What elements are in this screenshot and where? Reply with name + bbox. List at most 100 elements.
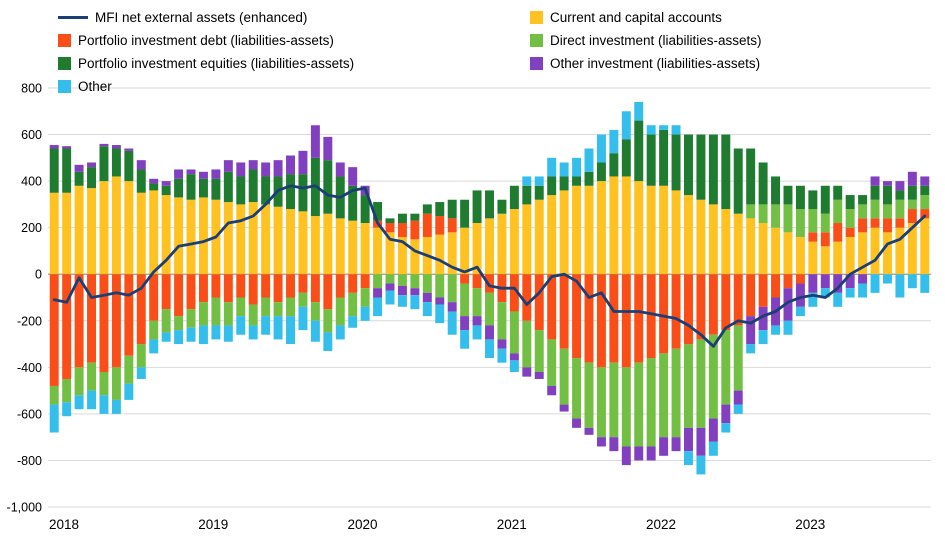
bar-segment-di xyxy=(646,358,656,447)
bar-segment-di xyxy=(472,288,482,317)
bar-segment-pid xyxy=(671,274,681,349)
bar-segment-other xyxy=(223,325,233,342)
bar-segment-di xyxy=(385,274,395,284)
bar-segment-oi xyxy=(74,164,84,172)
bar-segment-pie xyxy=(136,169,146,193)
bar-segment-oi xyxy=(758,306,768,331)
bar-segment-cca xyxy=(62,192,72,275)
bar-segment-pid xyxy=(559,274,569,349)
bar-segment-pid xyxy=(783,274,793,289)
bar-segment-other xyxy=(422,302,432,317)
bar-segment-cca xyxy=(447,232,457,275)
bar-segment-other xyxy=(746,344,756,354)
bar-segment-oi xyxy=(447,302,457,312)
bar-segment-pie xyxy=(895,190,905,200)
bar-segment-cca xyxy=(609,176,619,275)
bar-segment-pie xyxy=(596,162,606,182)
bar-segment-di xyxy=(273,302,283,317)
bar-segment-di xyxy=(684,344,693,428)
bar-segment-oi xyxy=(261,162,271,177)
bar-segment-other xyxy=(795,306,805,317)
bar-segment-pie xyxy=(671,134,681,191)
bar-segment-oi xyxy=(882,181,892,186)
bar-segment-cca xyxy=(310,216,320,275)
bar-segment-pid xyxy=(460,274,470,284)
legend-box-swatch-icon xyxy=(58,80,71,93)
legend-label: Other investment (liabilities-assets) xyxy=(550,56,761,71)
legend-box-swatch-icon xyxy=(530,11,543,24)
bar-segment-di xyxy=(447,274,457,303)
bar-segment-cca xyxy=(845,236,855,275)
bar-segment-pid xyxy=(920,209,930,219)
bar-segment-pie xyxy=(435,202,445,217)
bar-segment-di xyxy=(149,320,159,340)
bar-segment-pid xyxy=(99,274,109,372)
bar-segment-other xyxy=(783,320,793,335)
bar-segment-other xyxy=(174,330,184,345)
bar-segment-pie xyxy=(348,185,358,221)
bar-segment-oi xyxy=(286,155,295,175)
bar-segment-di xyxy=(882,204,892,219)
bar-segment-pie xyxy=(572,176,582,186)
bar-segment-oi xyxy=(111,145,121,149)
bar-segment-cca xyxy=(149,190,159,275)
bar-segment-oi xyxy=(397,285,407,296)
bar-segment-other xyxy=(671,125,681,135)
bar-segment-cca xyxy=(335,218,345,275)
bar-segment-di xyxy=(460,283,470,317)
bar-segment-pid xyxy=(74,274,84,368)
bar-segment-oi xyxy=(659,437,669,456)
bar-segment-oi xyxy=(522,367,532,377)
bar-segment-pid xyxy=(858,218,868,233)
bar-segment-di xyxy=(111,367,121,400)
bar-segment-other xyxy=(161,332,171,342)
bar-segment-cca xyxy=(522,204,532,275)
bar-segment-pid xyxy=(733,274,743,326)
bar-segment-pie xyxy=(373,202,383,221)
bar-segment-di xyxy=(534,330,544,372)
bar-segment-cca xyxy=(833,241,843,275)
bar-segment-other xyxy=(634,101,644,121)
bar-segment-other xyxy=(74,395,84,410)
bar-segment-pie xyxy=(323,160,333,214)
bar-segment-oi xyxy=(323,136,333,161)
bar-segment-di xyxy=(248,304,258,326)
bar-segment-pie xyxy=(186,174,196,200)
bar-segment-other xyxy=(198,325,208,345)
bar-segment-oi xyxy=(783,288,793,321)
bar-segment-di xyxy=(845,209,855,228)
bar-segment-di xyxy=(621,367,631,447)
bar-segment-other xyxy=(99,395,109,414)
bar-segment-di xyxy=(858,204,868,219)
bar-segment-cca xyxy=(808,241,818,275)
bar-segment-other xyxy=(733,404,743,414)
bar-segment-oi xyxy=(223,160,233,172)
bar-segment-pie xyxy=(149,183,159,191)
bar-segment-pid xyxy=(907,209,917,224)
bar-segment-pie xyxy=(161,185,171,196)
bar-segment-oi xyxy=(634,446,644,461)
legend-item: Portfolio investment equities (liabiliti… xyxy=(58,52,530,75)
bar-segment-other xyxy=(410,295,420,310)
bar-segment-other xyxy=(111,399,121,414)
bar-segment-pid xyxy=(708,274,718,335)
bar-segment-cca xyxy=(460,227,470,275)
bar-segment-oi xyxy=(547,385,557,396)
bar-segment-di xyxy=(907,199,917,210)
legend-item: Current and capital accounts xyxy=(530,6,762,29)
bar-segment-pid xyxy=(198,274,208,303)
bar-segment-other xyxy=(870,274,880,293)
legend-column-0: MFI net external assets (enhanced) Portfo… xyxy=(58,6,530,98)
legend-label: Other xyxy=(78,79,112,94)
bar-segment-oi xyxy=(298,150,308,175)
bar-segment-other xyxy=(472,325,482,340)
bar-segment-pie xyxy=(236,176,246,205)
bar-segment-other xyxy=(485,339,494,359)
bar-segment-cca xyxy=(497,213,507,275)
bar-segment-other xyxy=(522,176,532,186)
bar-segment-oi xyxy=(161,181,171,186)
bar-segment-oi xyxy=(497,339,507,349)
bar-segment-pie xyxy=(422,204,432,214)
bar-segment-other xyxy=(584,148,594,172)
bar-segment-pid xyxy=(845,227,855,237)
